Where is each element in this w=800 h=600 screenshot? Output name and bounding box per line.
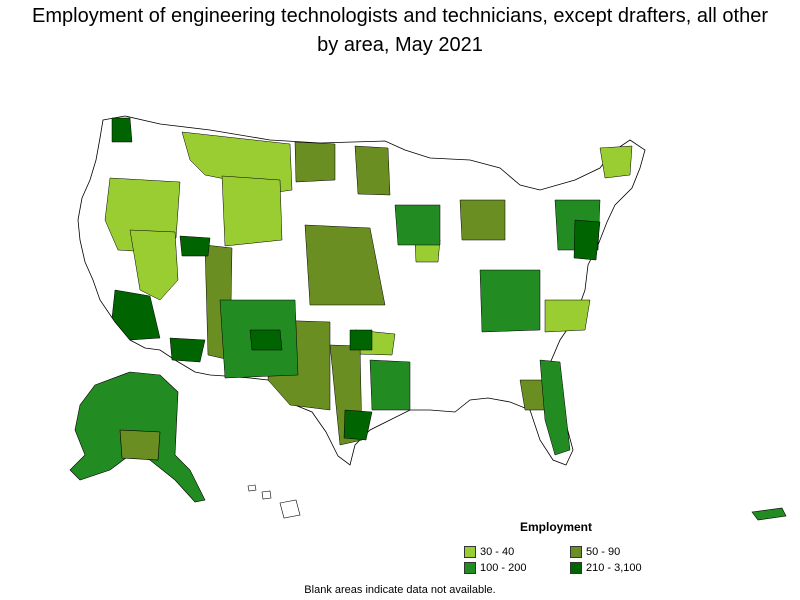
data-availability-note: Blank areas indicate data not available. bbox=[304, 584, 496, 596]
legend-item-210-3100: 210 - 3,100 bbox=[570, 562, 642, 574]
legend-item-50-90: 50 - 90 bbox=[570, 546, 620, 558]
legend-item-100-200: 100 - 200 bbox=[464, 562, 526, 574]
hawaii bbox=[247, 484, 301, 519]
legend-item-30-40: 30 - 40 bbox=[464, 546, 514, 558]
map-title: Employment of engineering technologists … bbox=[32, 5, 768, 56]
map-legend: Employment 30 - 40 50 - 90 100 - 200 210… bbox=[462, 518, 662, 578]
alaska bbox=[69, 371, 206, 503]
legend-swatch-210-3100 bbox=[570, 562, 582, 574]
legend-swatch-30-40 bbox=[464, 546, 476, 558]
puerto-rico bbox=[751, 507, 787, 521]
legend-label-50-90: 50 - 90 bbox=[586, 546, 621, 558]
legend-title: Employment bbox=[520, 520, 593, 534]
legend-label-100-200: 100 - 200 bbox=[480, 562, 527, 574]
region-fills bbox=[104, 117, 633, 456]
legend-swatch-100-200 bbox=[464, 562, 476, 574]
legend-label-210-3100: 210 - 3,100 bbox=[586, 562, 642, 574]
legend-label-30-40: 30 - 40 bbox=[480, 546, 515, 558]
legend-swatch-50-90 bbox=[570, 546, 582, 558]
